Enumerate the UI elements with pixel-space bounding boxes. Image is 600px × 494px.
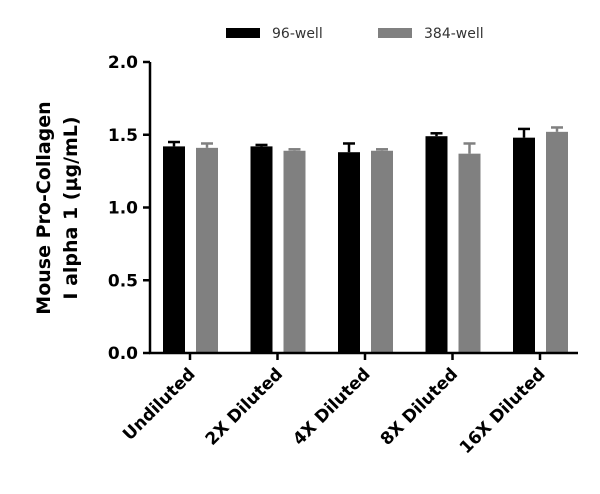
y-tick-label: 0.5	[108, 271, 138, 291]
x-tick-label: 16X Diluted	[456, 364, 550, 458]
bar	[196, 147, 218, 353]
bar	[163, 146, 185, 353]
bar	[250, 146, 273, 353]
x-axis: Undiluted 2X Diluted 4X Diluted 8X Diluted1…	[119, 351, 578, 458]
legend: 96-well 384-well	[226, 26, 484, 42]
y-axis: 0.0 0.5 1.0 1.5 2.0	[108, 53, 152, 364]
y-axis-label-line-2: I alpha 1 (µg/mL)	[60, 116, 82, 299]
legend-swatch	[226, 28, 260, 38]
legend-label: 384-well	[424, 26, 484, 42]
bar	[371, 150, 393, 353]
bars	[163, 126, 568, 353]
x-tick-label: 8X Diluted	[377, 364, 462, 449]
bar	[338, 152, 360, 353]
y-tick-label: 2.0	[108, 53, 138, 73]
bar	[513, 137, 535, 353]
x-tick-label: 2X Diluted	[202, 364, 287, 449]
y-axis-label-line-1: Mouse Pro-Collagen	[33, 101, 55, 314]
bar	[458, 153, 481, 353]
legend-label: 96-well	[272, 26, 323, 42]
bar	[425, 136, 448, 353]
bar	[546, 131, 568, 353]
y-tick-label: 1.0	[108, 199, 138, 219]
bar	[283, 150, 306, 353]
x-tick-label: 4X Diluted	[289, 364, 374, 449]
y-tick-label: 0.0	[108, 344, 138, 364]
legend-swatch	[378, 28, 412, 38]
y-tick-label: 1.5	[108, 126, 138, 146]
x-tick-label: Undiluted	[119, 364, 199, 444]
